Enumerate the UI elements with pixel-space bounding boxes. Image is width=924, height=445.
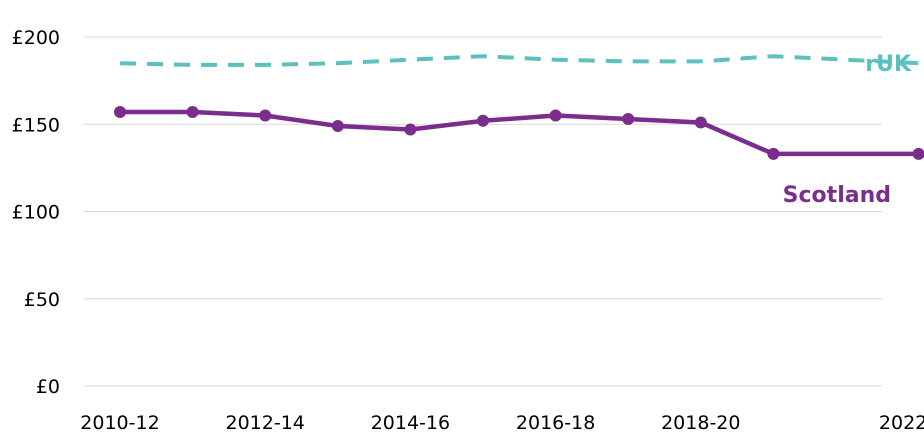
x-tick-label: 2022-24 [879, 412, 924, 434]
x-tick-label: 2014-16 [371, 412, 450, 434]
series-markers [114, 106, 924, 160]
y-tick-label: £200 [12, 27, 60, 49]
gridlines [84, 36, 882, 387]
y-tick-label: £50 [24, 289, 60, 311]
data-point-scotland [549, 109, 562, 122]
series-line-scotland [120, 109, 919, 157]
y-tick-label: £100 [12, 202, 60, 224]
series-line-ruk [119, 54, 919, 67]
x-axis-tick-labels: 2010-12 2012-14 2014-16 2016-18 2018-20 2022-… [80, 412, 924, 434]
x-tick-label: 2018-20 [661, 412, 740, 434]
data-point-scotland [912, 147, 924, 160]
data-point-scotland [331, 119, 344, 132]
data-point-scotland [186, 106, 199, 119]
series-lines [119, 54, 919, 157]
x-tick-label: 2012-14 [226, 412, 305, 434]
data-point-scotland [694, 116, 707, 129]
y-axis-tick-labels: £0 £50 £100 £150 £200 [12, 27, 60, 398]
x-tick-label: 2010-12 [80, 412, 159, 434]
data-point-scotland [477, 114, 489, 127]
data-point-scotland [259, 109, 272, 122]
y-tick-label: £0 [36, 376, 60, 398]
y-tick-label: £150 [12, 114, 60, 136]
series-labels: rUK Scotland [783, 52, 912, 208]
data-point-scotland [404, 123, 417, 136]
series-label-scotland: Scotland [783, 183, 891, 208]
series-label-ruk: rUK [865, 52, 912, 77]
data-point-scotland [114, 106, 126, 119]
data-point-scotland [767, 147, 780, 160]
x-tick-label: 2016-18 [516, 412, 595, 434]
data-point-scotland [622, 113, 635, 126]
